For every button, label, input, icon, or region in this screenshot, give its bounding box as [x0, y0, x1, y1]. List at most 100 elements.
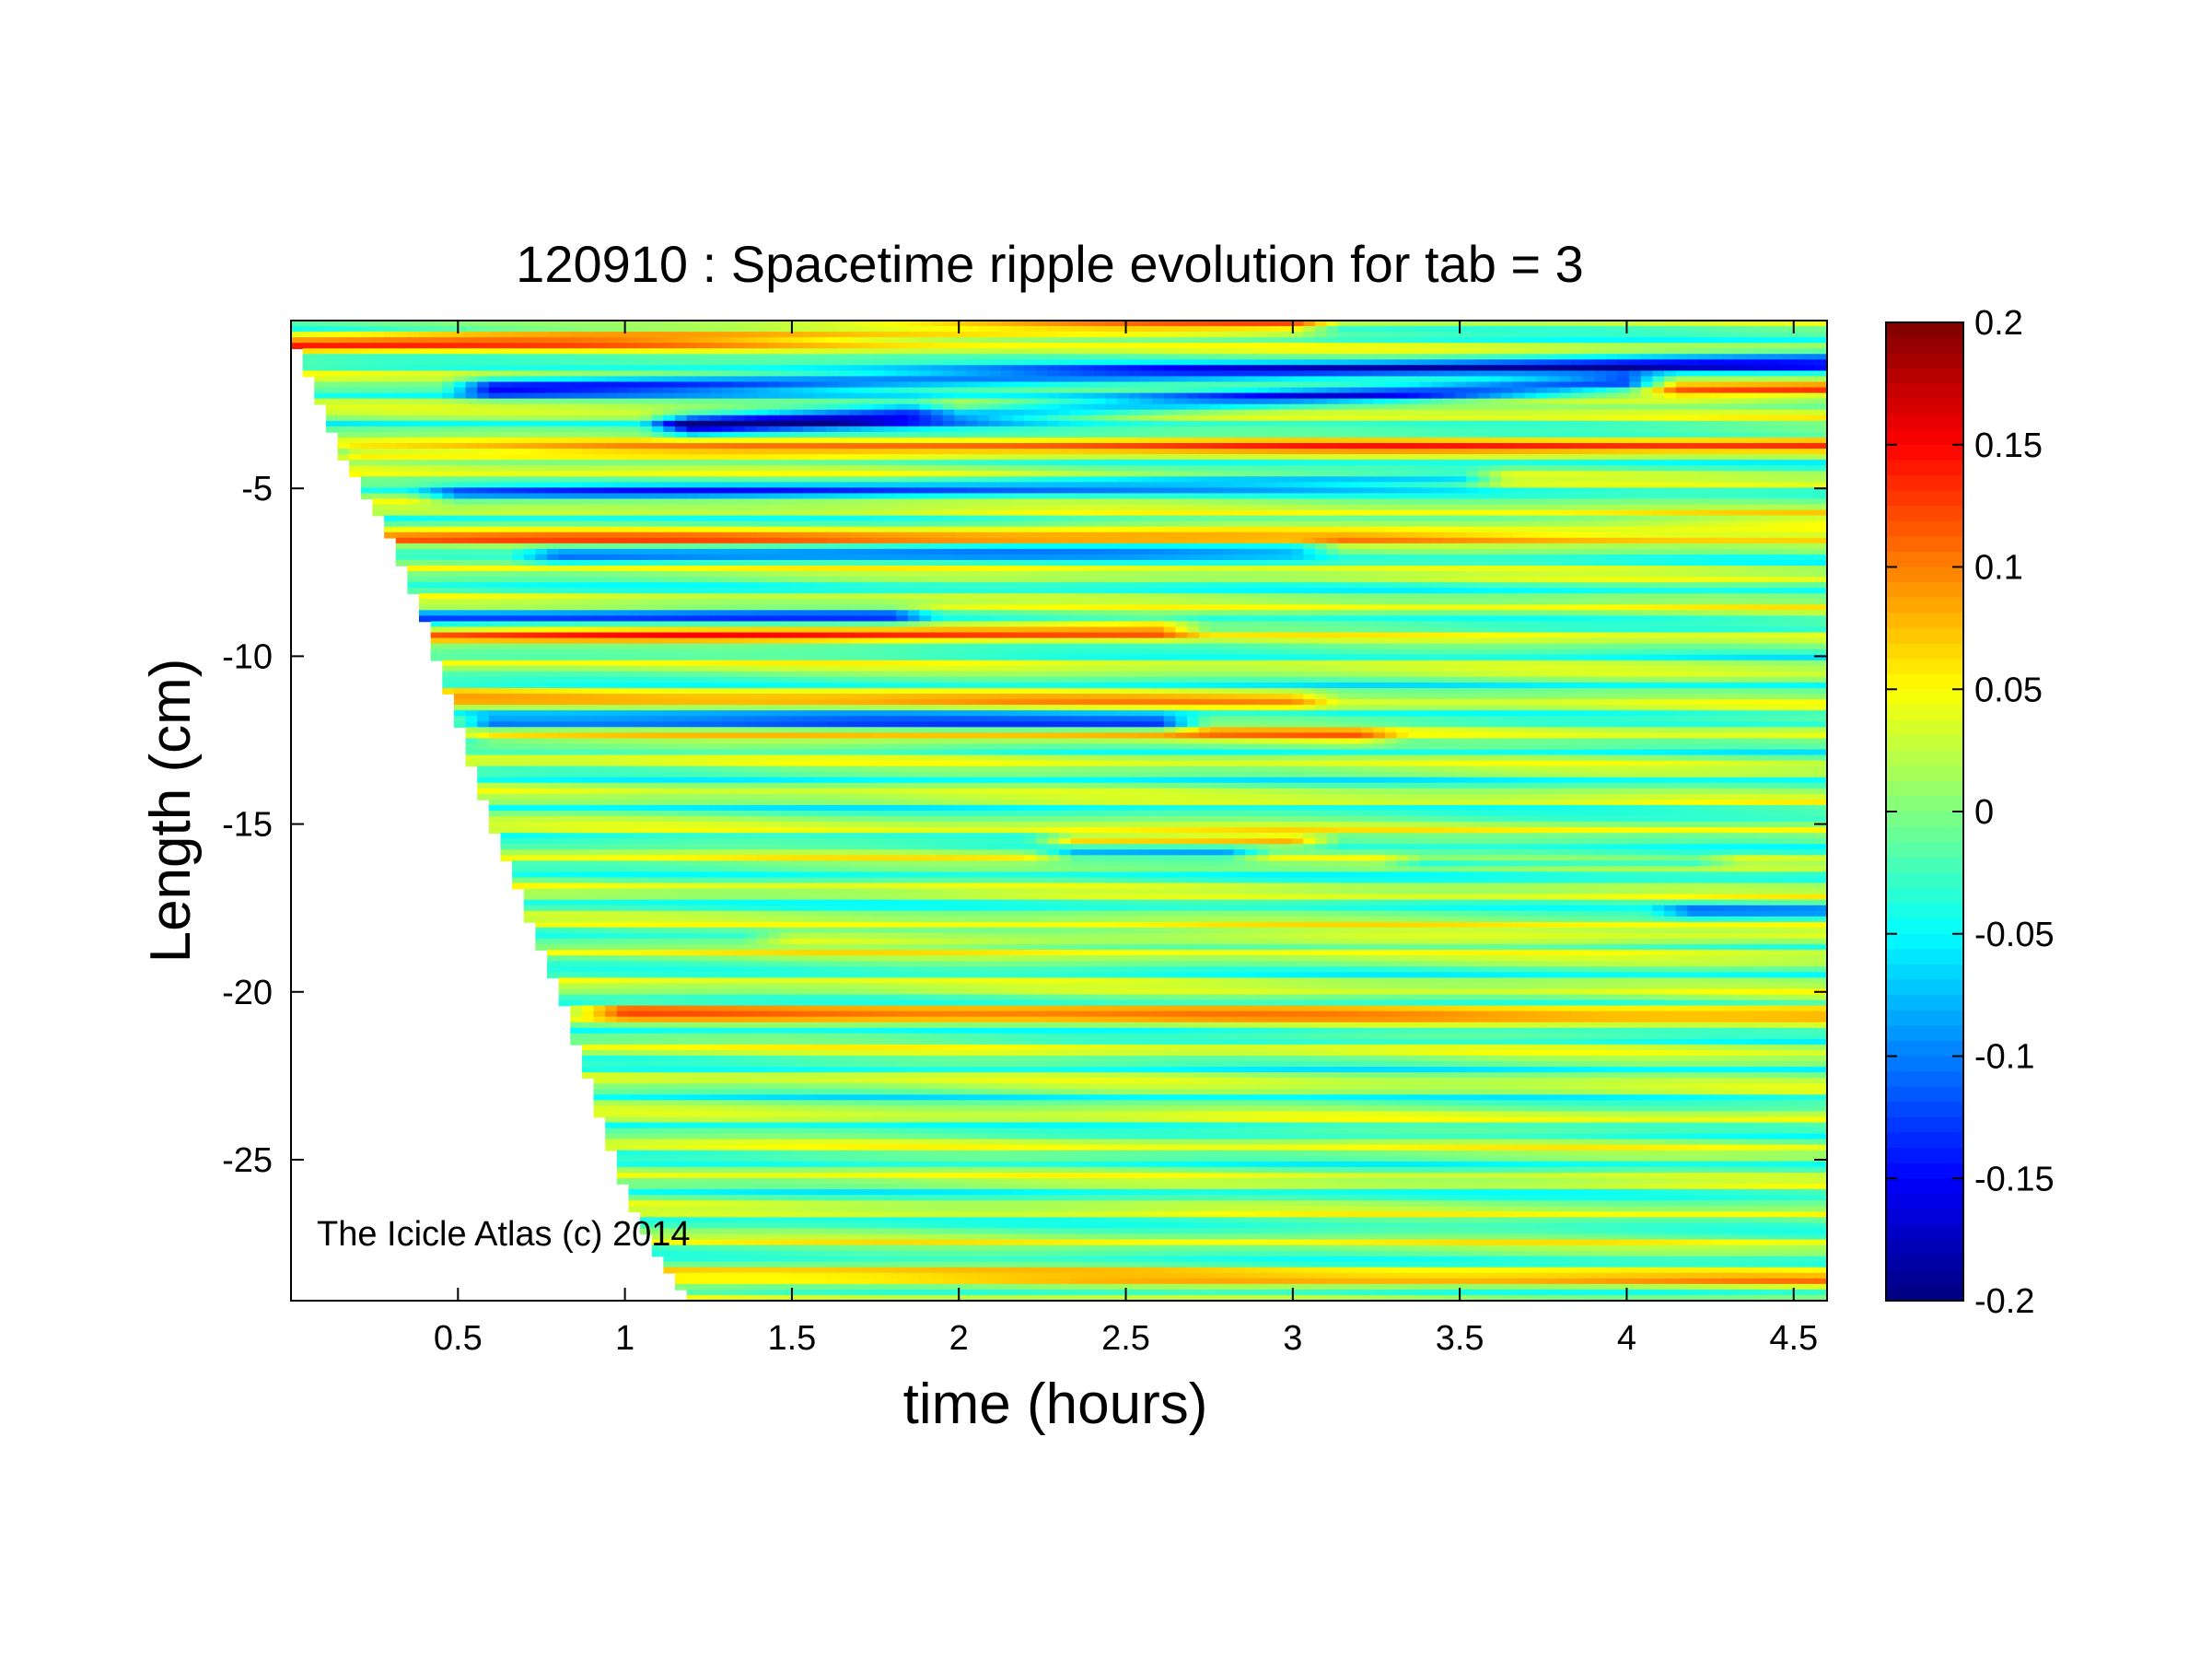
- heatmap-cell: [733, 498, 746, 506]
- heatmap-cell: [616, 343, 630, 350]
- heatmap-cell: [1361, 392, 1374, 400]
- heatmap-cell: [558, 376, 572, 383]
- heatmap-cell: [1326, 321, 1340, 327]
- heatmap-cell: [1105, 509, 1118, 517]
- heatmap-cell: [372, 460, 385, 466]
- heatmap-cell: [779, 482, 793, 489]
- heatmap-cell: [1349, 532, 1363, 539]
- heatmap-cell: [360, 381, 374, 389]
- heatmap-cell: [628, 354, 641, 361]
- heatmap-cell: [1291, 493, 1305, 500]
- heatmap-cell: [791, 532, 804, 539]
- heatmap-cell: [1070, 509, 1084, 517]
- heatmap-cell: [709, 409, 723, 416]
- heatmap-cell: [1163, 526, 1177, 533]
- heatmap-cell: [884, 532, 897, 539]
- heatmap-cell: [349, 326, 362, 333]
- heatmap-cell: [1675, 392, 1689, 400]
- heatmap-cell: [1245, 493, 1258, 500]
- heatmap-cell: [1047, 520, 1060, 528]
- heatmap-cell: [907, 509, 921, 517]
- heatmap-cell: [1582, 449, 1596, 455]
- heatmap-cell: [1419, 359, 1433, 367]
- heatmap-cell: [1221, 471, 1235, 478]
- heatmap-cell: [384, 431, 397, 438]
- heatmap-cell: [1070, 476, 1084, 484]
- heatmap-cell: [453, 359, 467, 367]
- heatmap-cell: [1757, 449, 1770, 455]
- heatmap-cell: [1280, 482, 1293, 489]
- heatmap-cell: [1291, 504, 1305, 511]
- heatmap-cell: [1000, 509, 1014, 517]
- heatmap-cell: [1745, 509, 1758, 517]
- heatmap-cell: [1093, 460, 1107, 466]
- heatmap-cell: [954, 515, 967, 522]
- heatmap-cell: [337, 426, 350, 433]
- heatmap-cell: [721, 415, 734, 422]
- heatmap-cell: [709, 465, 723, 473]
- heatmap-cell: [1477, 321, 1491, 327]
- heatmap-cell: [1699, 337, 1712, 344]
- heatmap-cell: [1443, 420, 1456, 427]
- heatmap-cell: [1803, 426, 1817, 433]
- heatmap-cell: [1408, 420, 1421, 427]
- heatmap-cell: [965, 515, 979, 522]
- heatmap-cell: [1815, 381, 1827, 389]
- heatmap-cell: [942, 515, 956, 522]
- heatmap-cell: [1815, 460, 1827, 466]
- heatmap-cell: [1000, 337, 1014, 344]
- heatmap-cell: [1524, 370, 1537, 378]
- heatmap-cell: [1117, 476, 1130, 484]
- heatmap-cell: [500, 454, 513, 461]
- heatmap-cell: [1792, 449, 1805, 455]
- heatmap-cell: [1629, 359, 1642, 367]
- heatmap-cell: [1373, 398, 1386, 405]
- heatmap-cell: [1640, 437, 1654, 444]
- heatmap-cell: [337, 354, 350, 361]
- heatmap-cell: [675, 426, 688, 433]
- heatmap-cell: [872, 526, 886, 533]
- heatmap-cell: [500, 337, 513, 344]
- heatmap-cell: [1582, 443, 1596, 450]
- heatmap-cell: [535, 509, 548, 517]
- heatmap-cell: [1547, 443, 1561, 450]
- heatmap-cell: [500, 476, 513, 484]
- heatmap-cell: [907, 415, 921, 422]
- heatmap-cell: [942, 343, 956, 350]
- heatmap-cell: [1512, 403, 1526, 411]
- heatmap-cell: [535, 515, 548, 522]
- heatmap-cell: [1093, 387, 1107, 394]
- heatmap-cell: [768, 454, 781, 461]
- heatmap-cell: [965, 365, 979, 372]
- heatmap-cell: [1303, 437, 1316, 444]
- heatmap-cell: [1093, 498, 1107, 506]
- heatmap-cell: [1571, 532, 1584, 539]
- heatmap-cell: [1768, 365, 1782, 372]
- heatmap-cell: [1326, 471, 1340, 478]
- heatmap-cell: [1605, 392, 1619, 400]
- heatmap-cell: [1175, 415, 1188, 422]
- heatmap-cell: [547, 370, 560, 378]
- heatmap-cell: [919, 487, 932, 495]
- heatmap-cell: [1047, 454, 1060, 461]
- heatmap-cell: [1687, 460, 1700, 466]
- heatmap-cell: [1594, 321, 1607, 327]
- heatmap-cell: [709, 487, 723, 495]
- heatmap-cell: [1303, 520, 1316, 528]
- heatmap-cell: [605, 354, 618, 361]
- heatmap-cell: [512, 343, 525, 350]
- heatmap-cell: [791, 354, 804, 361]
- heatmap-cell: [1361, 431, 1374, 438]
- heatmap-cell: [395, 465, 409, 473]
- heatmap-cell: [1454, 493, 1468, 500]
- heatmap-cell: [1559, 454, 1572, 461]
- heatmap-cell: [453, 487, 467, 495]
- heatmap-cell: [1082, 409, 1095, 416]
- heatmap-cell: [419, 493, 432, 500]
- heatmap-cell: [663, 431, 676, 438]
- heatmap-cell: [523, 365, 537, 372]
- heatmap-cell: [919, 454, 932, 461]
- heatmap-cell: [1373, 443, 1386, 450]
- heatmap-cell: [1454, 332, 1468, 338]
- heatmap-cell: [1652, 449, 1665, 455]
